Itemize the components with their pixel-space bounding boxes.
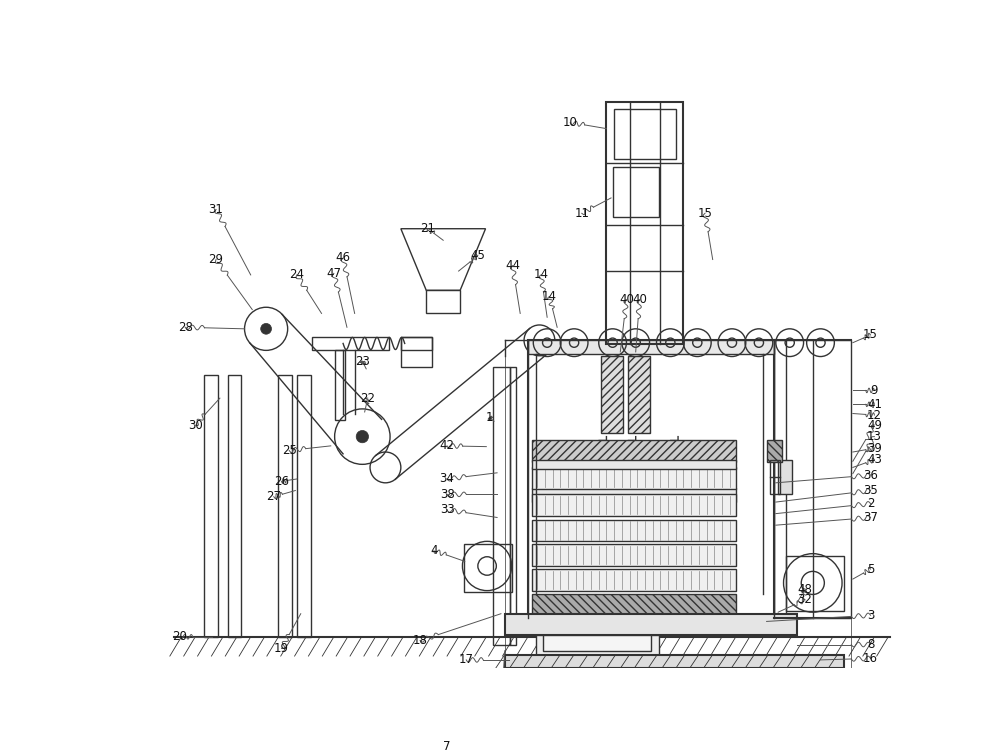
Bar (774, 340, 851, 617)
Text: 38: 38 (440, 488, 454, 501)
Circle shape (356, 430, 369, 443)
Bar (401, 336, 432, 351)
Bar (628, 356, 650, 433)
Text: 34: 34 (440, 472, 454, 485)
Bar (778, 460, 792, 494)
Text: 10: 10 (563, 116, 578, 129)
Bar (505, 340, 851, 751)
Bar (614, 110, 676, 159)
Text: 14: 14 (533, 268, 548, 282)
Bar (767, 441, 782, 462)
Bar (543, 635, 651, 650)
Text: 32: 32 (798, 593, 813, 606)
Text: 15: 15 (698, 207, 712, 220)
Text: 11: 11 (574, 207, 589, 220)
Text: 29: 29 (209, 253, 224, 266)
Text: 14: 14 (542, 290, 557, 303)
Bar (786, 556, 844, 611)
Bar (532, 595, 736, 614)
Bar (505, 655, 844, 668)
Bar (601, 356, 623, 433)
Text: 48: 48 (798, 583, 813, 596)
Text: 43: 43 (867, 453, 882, 466)
Bar (532, 460, 736, 469)
Text: 37: 37 (863, 511, 878, 524)
Text: 5: 5 (867, 562, 874, 575)
Bar (532, 441, 736, 462)
Text: 7: 7 (443, 740, 451, 751)
Bar (510, 367, 516, 644)
Text: 46: 46 (336, 252, 351, 264)
Text: 1: 1 (486, 411, 493, 424)
Text: 40: 40 (619, 293, 634, 306)
Text: 21: 21 (420, 222, 435, 235)
Bar (606, 101, 683, 344)
Text: 19: 19 (274, 642, 289, 655)
Bar (278, 375, 292, 637)
Text: 18: 18 (413, 634, 428, 647)
Text: 36: 36 (863, 469, 878, 481)
Text: 27: 27 (266, 490, 281, 503)
Text: 16: 16 (863, 652, 878, 665)
Text: 49: 49 (867, 418, 882, 432)
Text: 40: 40 (632, 293, 647, 306)
Bar (228, 375, 241, 637)
Text: 13: 13 (867, 430, 882, 443)
Bar (770, 460, 780, 494)
Text: 35: 35 (863, 484, 878, 497)
Circle shape (261, 324, 271, 334)
Bar (312, 336, 389, 351)
Bar (297, 375, 311, 637)
Text: 8: 8 (867, 638, 874, 651)
Bar (532, 569, 736, 590)
Text: 42: 42 (440, 439, 455, 452)
Text: 25: 25 (282, 444, 297, 457)
Text: 15: 15 (863, 328, 878, 342)
Text: 3: 3 (867, 609, 874, 622)
Text: 23: 23 (355, 354, 370, 368)
Bar (493, 367, 510, 644)
Text: 17: 17 (459, 653, 474, 666)
Text: 20: 20 (172, 630, 187, 644)
Bar (528, 340, 774, 617)
Text: 9: 9 (871, 384, 878, 397)
Bar (401, 336, 432, 367)
Text: 30: 30 (188, 418, 203, 432)
Bar (532, 520, 736, 541)
Bar (532, 494, 736, 516)
Bar (464, 544, 512, 592)
Text: 41: 41 (867, 398, 882, 411)
Bar (204, 375, 218, 637)
Bar (532, 488, 736, 502)
Text: 33: 33 (440, 503, 454, 516)
Text: 2: 2 (867, 497, 874, 510)
Text: 4: 4 (430, 544, 438, 557)
Text: 44: 44 (505, 259, 520, 272)
Text: 45: 45 (470, 249, 485, 262)
Text: 47: 47 (326, 267, 341, 280)
Bar (505, 614, 797, 635)
Text: 28: 28 (178, 321, 193, 333)
Text: 26: 26 (274, 475, 289, 488)
Bar (532, 467, 736, 489)
Text: 22: 22 (360, 391, 375, 405)
Bar (532, 544, 736, 566)
Bar (613, 167, 659, 217)
Text: 12: 12 (867, 409, 882, 421)
Text: 31: 31 (209, 203, 223, 216)
Bar (426, 291, 460, 313)
Bar (528, 340, 774, 354)
Bar (536, 635, 659, 655)
Bar (335, 351, 345, 420)
Text: 39: 39 (867, 442, 882, 454)
Text: 24: 24 (289, 268, 304, 282)
